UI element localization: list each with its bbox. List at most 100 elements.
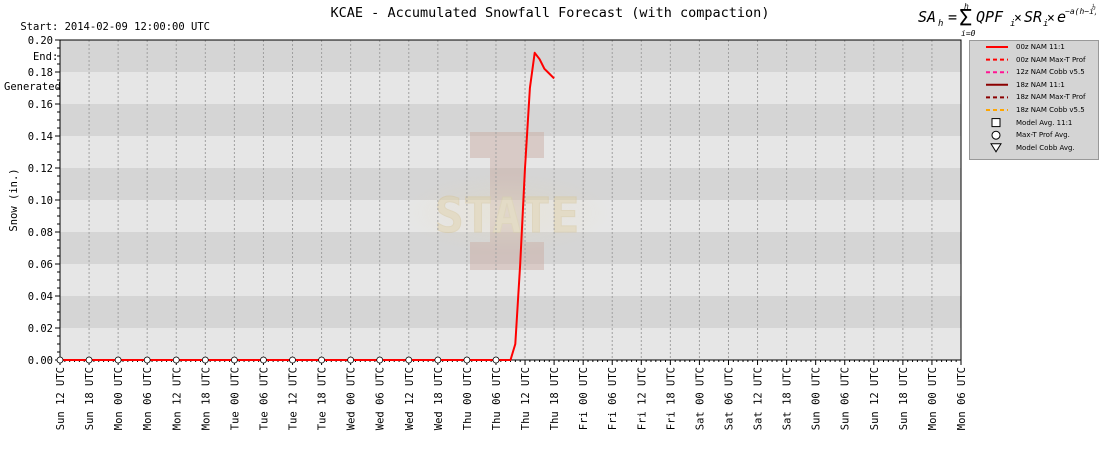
legend-item: Model Cobb Avg. <box>970 142 1098 154</box>
legend-label: Model Cobb Avg. <box>1016 143 1075 152</box>
svg-text:h: h <box>964 2 969 11</box>
x-axis: Sun 12 UTC Sun 18 UTC Mon 00 UTC Mon 06 UTC… <box>55 360 968 430</box>
x-tick-label: Mon 06 UTC <box>142 367 154 430</box>
x-tick-label: Sat 18 UTC <box>782 367 794 430</box>
legend-item: 12z NAM Cobb v5.5 <box>970 66 1098 78</box>
legend-item: 18z NAM 11:1 <box>970 79 1098 91</box>
avg-markers-layer <box>56 356 500 364</box>
legend: 00z NAM 11:1 00z NAM Max-T Prof 12z NAM Co… <box>969 40 1099 160</box>
svg-text:×: × <box>1014 11 1022 26</box>
start-time: Start: 2014-02-09 12:00:00 UTC <box>20 21 210 33</box>
legend-label: 18z NAM 11:1 <box>1016 80 1065 89</box>
x-tick-label: Tue 18 UTC <box>317 367 329 430</box>
legend-label: Max-T Prof Avg. <box>1016 131 1070 140</box>
snow-accumulation-formula: SA h = Σ h i=0 QPF i × SR i × e −a(h−i) … <box>918 2 1096 38</box>
y-tick-label: 0.02 <box>28 323 53 335</box>
svg-text:STATE: STATE <box>435 188 580 244</box>
x-tick-label: Thu 00 UTC <box>462 367 474 430</box>
generated-time: Generated: 2014-02-10 03:16:41 UTC <box>4 81 219 93</box>
x-tick-label: Tue 06 UTC <box>258 367 270 430</box>
run-info: Start: 2014-02-09 12:00:00 UTC End: 2014… <box>4 2 219 102</box>
x-tick-label: Sun 00 UTC <box>811 367 823 430</box>
legend-label: 12z NAM Cobb v5.5 <box>1016 68 1085 77</box>
legend-triangle-marker <box>990 143 1002 153</box>
svg-text:SR: SR <box>1024 8 1042 26</box>
y-tick-label: 0.04 <box>28 291 53 303</box>
svg-text:SA: SA <box>918 8 936 26</box>
svg-text:h: h <box>938 19 943 29</box>
legend-item: 18z NAM Cobb v5.5 <box>970 104 1098 116</box>
legend-item: 18z NAM Max-T Prof <box>970 91 1098 103</box>
x-tick-label: Wed 12 UTC <box>404 367 416 430</box>
x-tick-label: Wed 06 UTC <box>375 367 387 430</box>
legend-label: 00z NAM 11:1 <box>1016 43 1065 51</box>
svg-text:QPF: QPF <box>976 8 1004 26</box>
legend-item: 00z NAM Max-T Prof <box>970 54 1098 66</box>
x-tick-label: Wed 00 UTC <box>346 367 358 430</box>
svg-text:−a(h−i): −a(h−i) <box>1065 7 1096 16</box>
y-tick-label: 0.08 <box>28 227 53 239</box>
x-tick-label: Sat 12 UTC <box>753 367 765 430</box>
x-tick-label: Mon 00 UTC <box>927 367 939 430</box>
avg-marker <box>230 356 238 364</box>
isu-state-logo-watermark: STATE <box>402 132 612 270</box>
y-tick-label: 0.14 <box>28 131 53 143</box>
band <box>60 104 961 136</box>
x-tick-label: Sat 06 UTC <box>723 367 735 430</box>
svg-text:e: e <box>1057 8 1066 26</box>
band <box>60 296 961 328</box>
svg-text:i: i <box>1010 19 1015 29</box>
legend-label: 18z NAM Max-T Prof <box>1016 93 1086 102</box>
band <box>60 264 961 296</box>
svg-text:=: = <box>948 8 957 26</box>
avg-marker <box>201 356 209 364</box>
legend-item: 00z NAM 11:1 <box>970 41 1098 53</box>
x-tick-label: Sat 00 UTC <box>694 367 706 430</box>
svg-text:i: i <box>1043 19 1048 29</box>
avg-marker <box>289 356 296 364</box>
x-tick-label: Mon 12 UTC <box>171 367 183 430</box>
legend-square-marker <box>991 118 1001 128</box>
x-tick-label: Sun 06 UTC <box>840 367 852 430</box>
x-tick-label: Tue 00 UTC <box>229 367 241 430</box>
avg-marker <box>143 356 151 364</box>
end-time: End: 2014-02-17 06:00:00 UTC <box>32 51 210 63</box>
y-tick-label: 0.12 <box>28 163 53 175</box>
band <box>60 168 961 200</box>
svg-text:×: × <box>1047 11 1055 26</box>
avg-marker <box>56 356 64 364</box>
avg-marker <box>405 356 413 364</box>
avg-marker <box>376 356 384 364</box>
x-tick-label: Sun 12 UTC <box>869 367 881 430</box>
legend-label: 18z NAM Cobb v5.5 <box>1016 106 1085 114</box>
avg-marker <box>347 356 355 364</box>
x-tick-label: Mon 06 UTC <box>956 367 968 430</box>
svg-text:Σ: Σ <box>959 6 972 31</box>
x-tick-label: Mon 18 UTC <box>200 367 212 430</box>
legend-label: Model Avg. 11:1 <box>1016 118 1073 127</box>
x-tick-label: Fri 18 UTC <box>665 367 677 430</box>
x-tick-label: Tue 12 UTC <box>288 367 300 430</box>
band <box>60 232 961 264</box>
y-axis-label: Snow (in.) <box>8 168 20 231</box>
x-tick-label: Thu 12 UTC <box>520 367 532 430</box>
avg-marker <box>463 356 471 364</box>
avg-marker <box>172 356 180 364</box>
x-tick-label: Thu 06 UTC <box>491 367 503 430</box>
x-tick-label: Fri 00 UTC <box>578 367 590 430</box>
y-tick-label: 0.06 <box>28 259 53 271</box>
y-tick-label: 0.00 <box>28 355 53 367</box>
svg-text:½: ½ <box>1092 4 1096 11</box>
x-tick-label: Sun 12 UTC <box>55 367 67 430</box>
x-tick-label: Wed 18 UTC <box>433 367 445 430</box>
svg-text:i=0: i=0 <box>961 29 976 38</box>
x-tick-label: Fri 12 UTC <box>636 367 648 430</box>
x-tick-label: Mon 00 UTC <box>113 367 125 430</box>
avg-marker <box>434 356 442 364</box>
chart-title: KCAE - Accumulated Snowfall Forecast (wi… <box>330 5 770 21</box>
x-tick-label: Sun 18 UTC <box>898 367 910 430</box>
legend-label: 00z NAM Max-T Prof <box>1016 55 1086 64</box>
x-tick-label: Sun 18 UTC <box>84 367 96 430</box>
x-tick-label: Fri 06 UTC <box>607 367 619 430</box>
avg-marker <box>318 356 325 364</box>
